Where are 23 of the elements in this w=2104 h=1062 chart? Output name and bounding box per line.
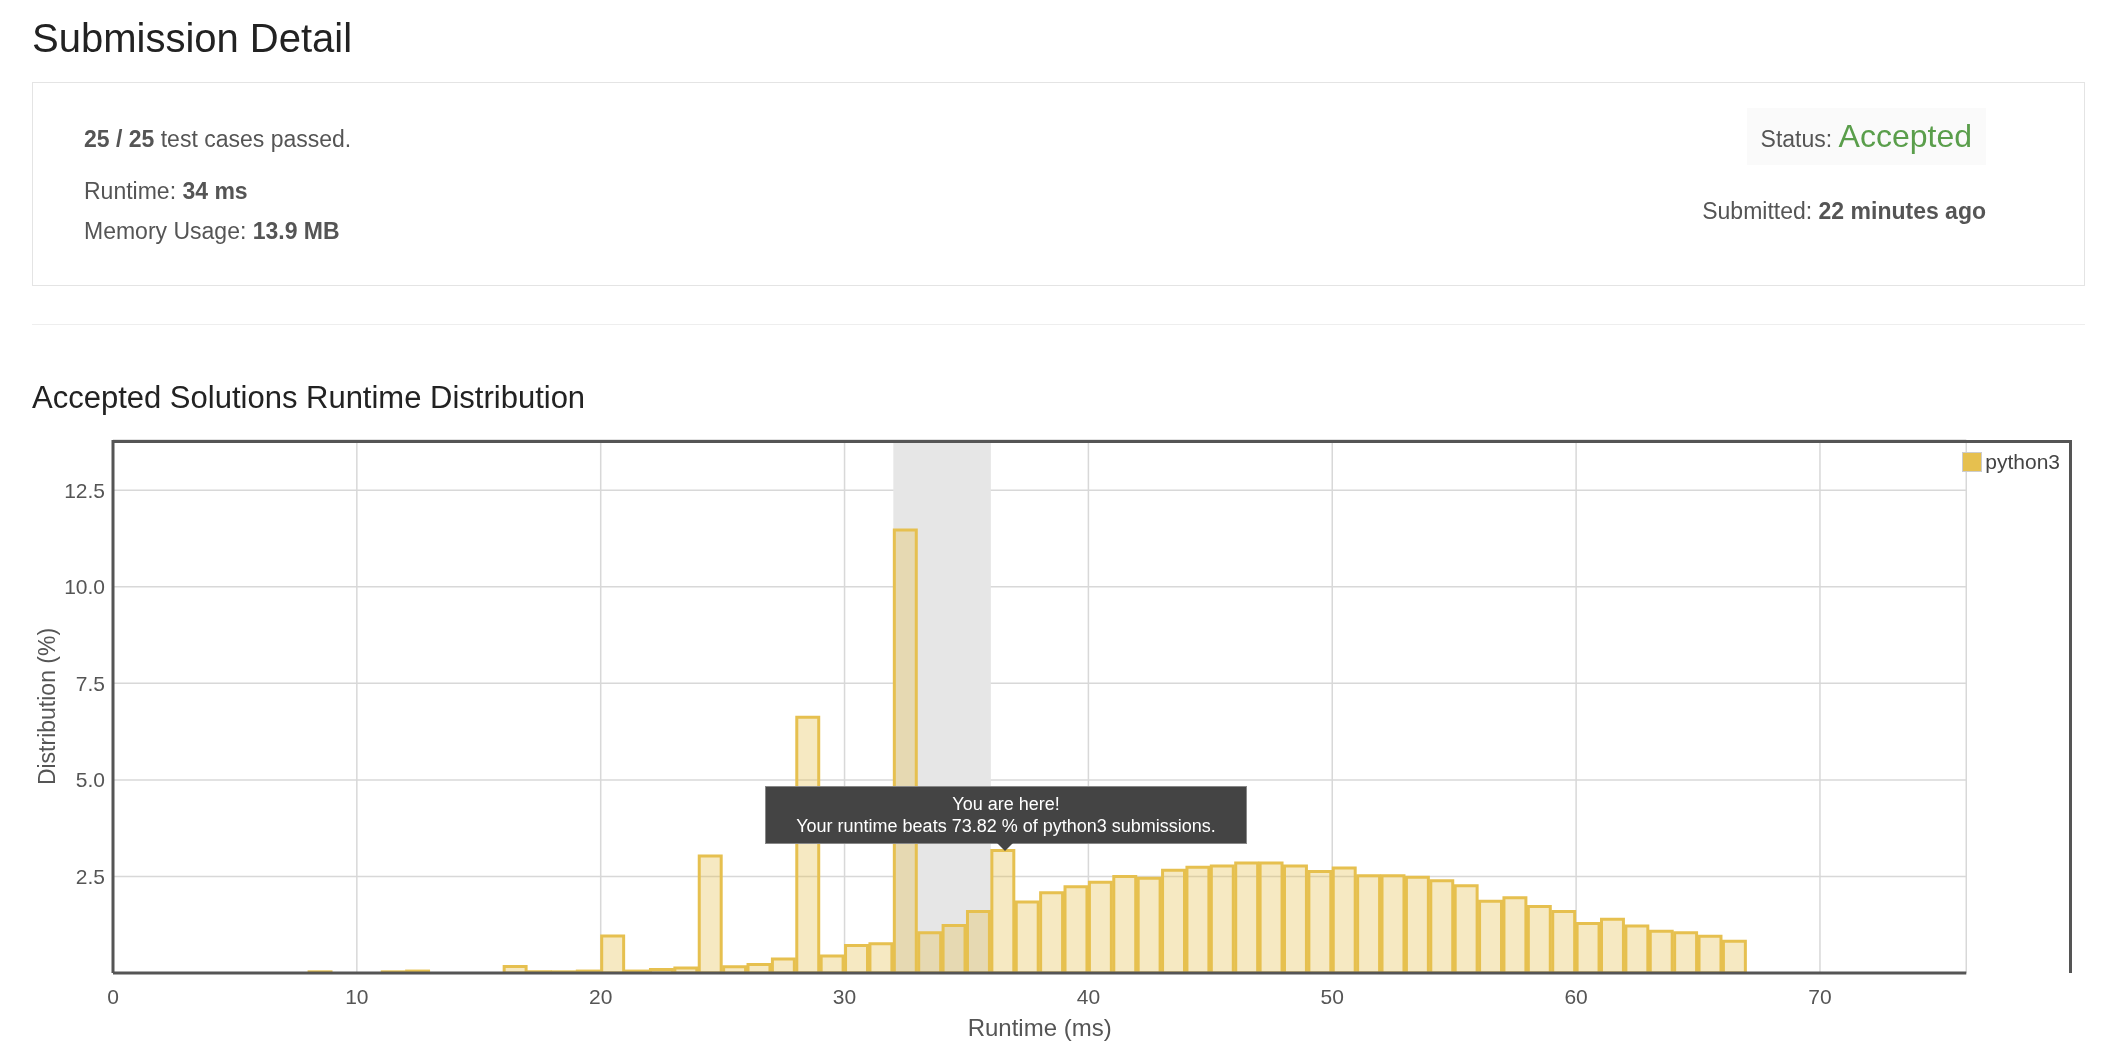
x-tick-label: 60 <box>1564 984 1588 1008</box>
y-tick-label: 12.5 <box>64 478 105 502</box>
text: Runtime: 34 ms <box>84 178 248 205</box>
y-axis-title: Distribution (%) <box>34 627 61 786</box>
y-tick-label: 10.0 <box>64 575 105 599</box>
text: Submitted: 22 minutes ago <box>1702 198 1986 225</box>
x-tick-label: 40 <box>1076 984 1101 1008</box>
x-tick-label: 50 <box>1320 984 1344 1008</box>
legend-label: python3 <box>1984 450 2060 474</box>
y-tick-label: 7.5 <box>75 671 105 695</box>
x-axis-title: Runtime (ms) <box>967 1014 1112 1041</box>
x-tick-label: 30 <box>832 984 857 1008</box>
text: Memory Usage: 13.9 MB <box>84 218 340 245</box>
x-tick-label: 10 <box>345 984 369 1008</box>
chart-title: Accepted Solutions Runtime Distribution <box>32 380 586 416</box>
text: 25 / 25 test cases passed. <box>84 126 352 153</box>
x-tick-label: 20 <box>589 984 613 1008</box>
x-tick-label: 70 <box>1808 984 1832 1008</box>
x-tick-label: 0 <box>107 984 119 1008</box>
text: Submission Detail <box>32 16 353 61</box>
y-tick-label: 5.0 <box>75 768 105 792</box>
y-tick-label: 2.5 <box>75 864 105 888</box>
text: Status: Accepted <box>1746 108 1986 165</box>
